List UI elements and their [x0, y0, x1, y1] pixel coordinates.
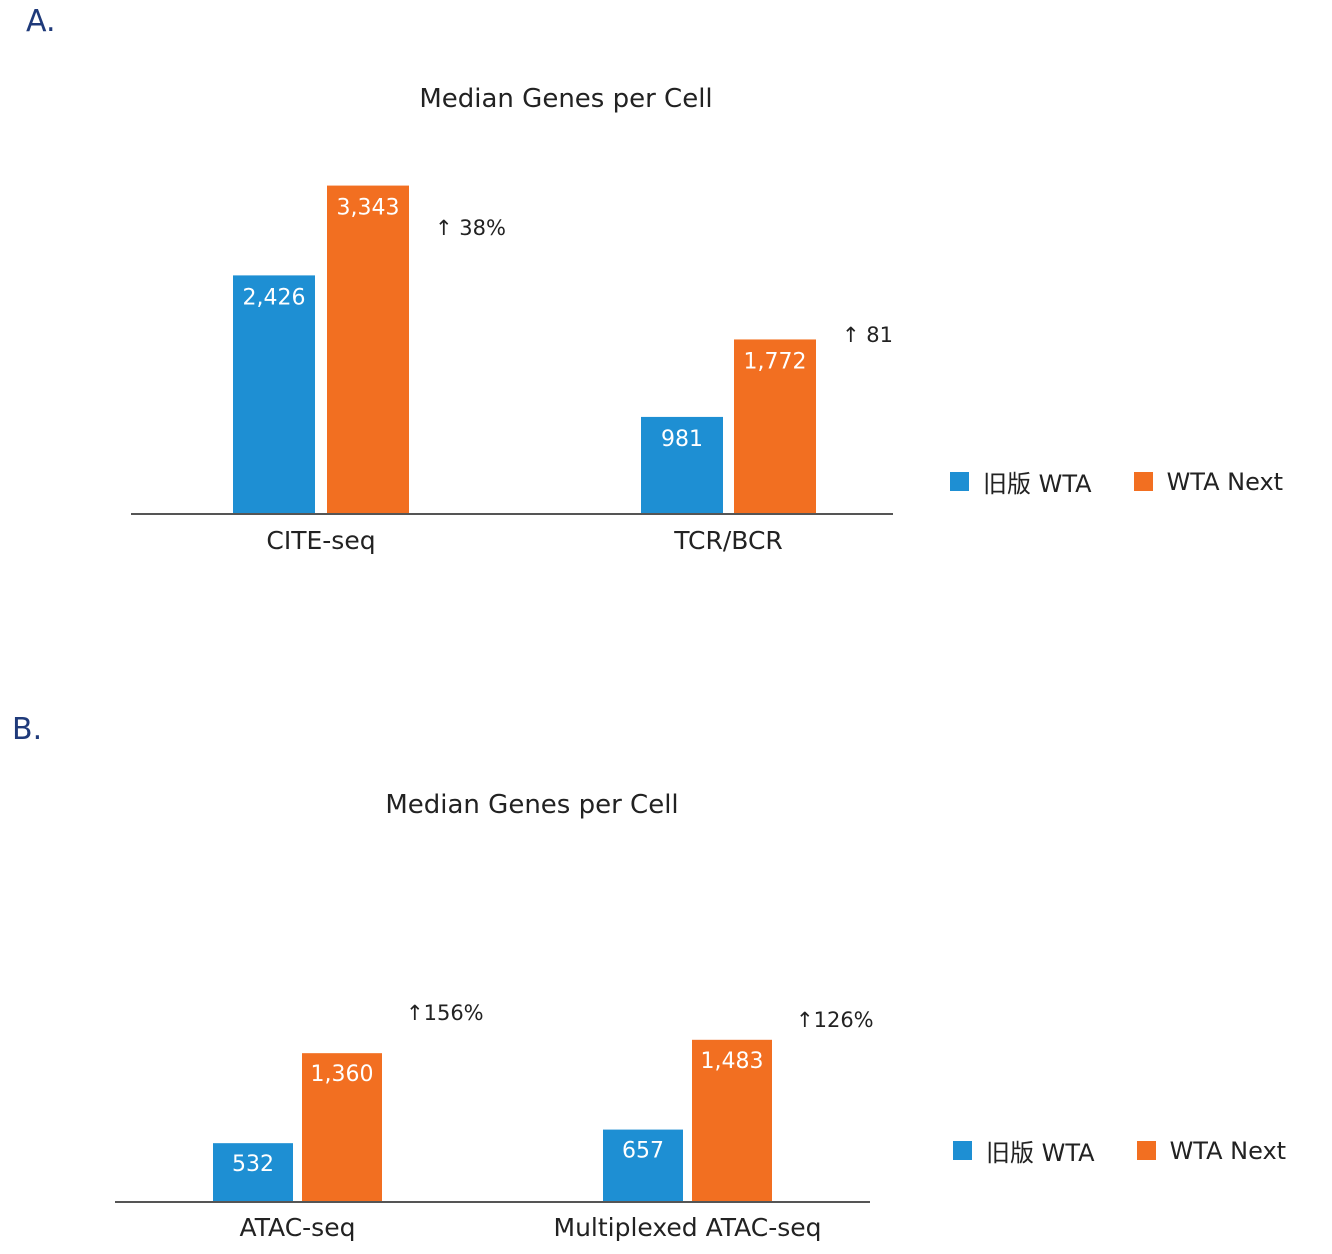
- legend-b: 旧版 WTA WTA Next: [953, 1133, 1286, 1168]
- bar-value-label: 532: [232, 1152, 274, 1177]
- bar-value-label: 1,772: [744, 349, 807, 374]
- legend-item-old-wta: 旧版 WTA: [950, 464, 1092, 499]
- bar-old-wta-tcr-bcr: [641, 416, 723, 513]
- chart-a: 2,426 3,343 CITE-seq ↑ 38% 981 1,772 TCR/BCR ↑ …: [131, 185, 893, 555]
- category-label: TCR/BCR: [673, 526, 783, 555]
- bar-old-wta-multiplexed-atac-seq: [603, 1129, 683, 1201]
- chart-title-b: Median Genes per Cell: [385, 790, 679, 820]
- increase-annotation: ↑ 81: [842, 323, 893, 347]
- category-label: CITE-seq: [266, 526, 375, 555]
- bar-value-label: 2,426: [243, 285, 306, 310]
- legend-label-old: 旧版 WTA: [983, 470, 1092, 498]
- bar-wta-next-tcr-bcr: [734, 339, 816, 513]
- panel-label-b: B.: [12, 712, 43, 747]
- bar-old-wta-atac-seq: [213, 1143, 293, 1201]
- legend-swatch-next: [1136, 1141, 1156, 1160]
- legend-item-wta-next: WTA Next: [1136, 1136, 1287, 1165]
- bar-value-label: 1,483: [701, 1049, 764, 1074]
- legend-item-wta-next: WTA Next: [1133, 467, 1284, 496]
- legend-swatch-old: [953, 1141, 972, 1160]
- increase-annotation: ↑156%: [406, 1001, 484, 1025]
- bar-wta-next-atac-seq: [302, 1053, 382, 1201]
- legend-swatch-old: [950, 472, 969, 491]
- bar-value-label: 981: [661, 427, 703, 452]
- bar-old-wta-cite-seq: [233, 275, 315, 513]
- legend-label-next: WTA Next: [1166, 467, 1284, 496]
- legend-label-old: 旧版 WTA: [986, 1139, 1095, 1167]
- bar-wta-next-multiplexed-atac-seq: [692, 1039, 772, 1201]
- increase-annotation: ↑126%: [796, 1008, 874, 1032]
- bar-value-label: 3,343: [337, 196, 400, 221]
- legend-item-old-wta: 旧版 WTA: [953, 1133, 1095, 1168]
- bar-wta-next-cite-seq: [327, 185, 409, 513]
- category-label: ATAC-seq: [240, 1213, 356, 1242]
- bar-value-label: 657: [622, 1139, 664, 1164]
- legend-swatch-next: [1133, 472, 1153, 491]
- legend-a: 旧版 WTA WTA Next: [950, 464, 1283, 499]
- chart-title-a: Median Genes per Cell: [419, 84, 713, 114]
- legend-label-next: WTA Next: [1169, 1136, 1287, 1165]
- bar-value-label: 1,360: [311, 1062, 374, 1087]
- category-label: Multiplexed ATAC-seq: [554, 1213, 822, 1242]
- increase-annotation: ↑ 38%: [435, 216, 506, 240]
- panel-label-a: A.: [26, 4, 56, 39]
